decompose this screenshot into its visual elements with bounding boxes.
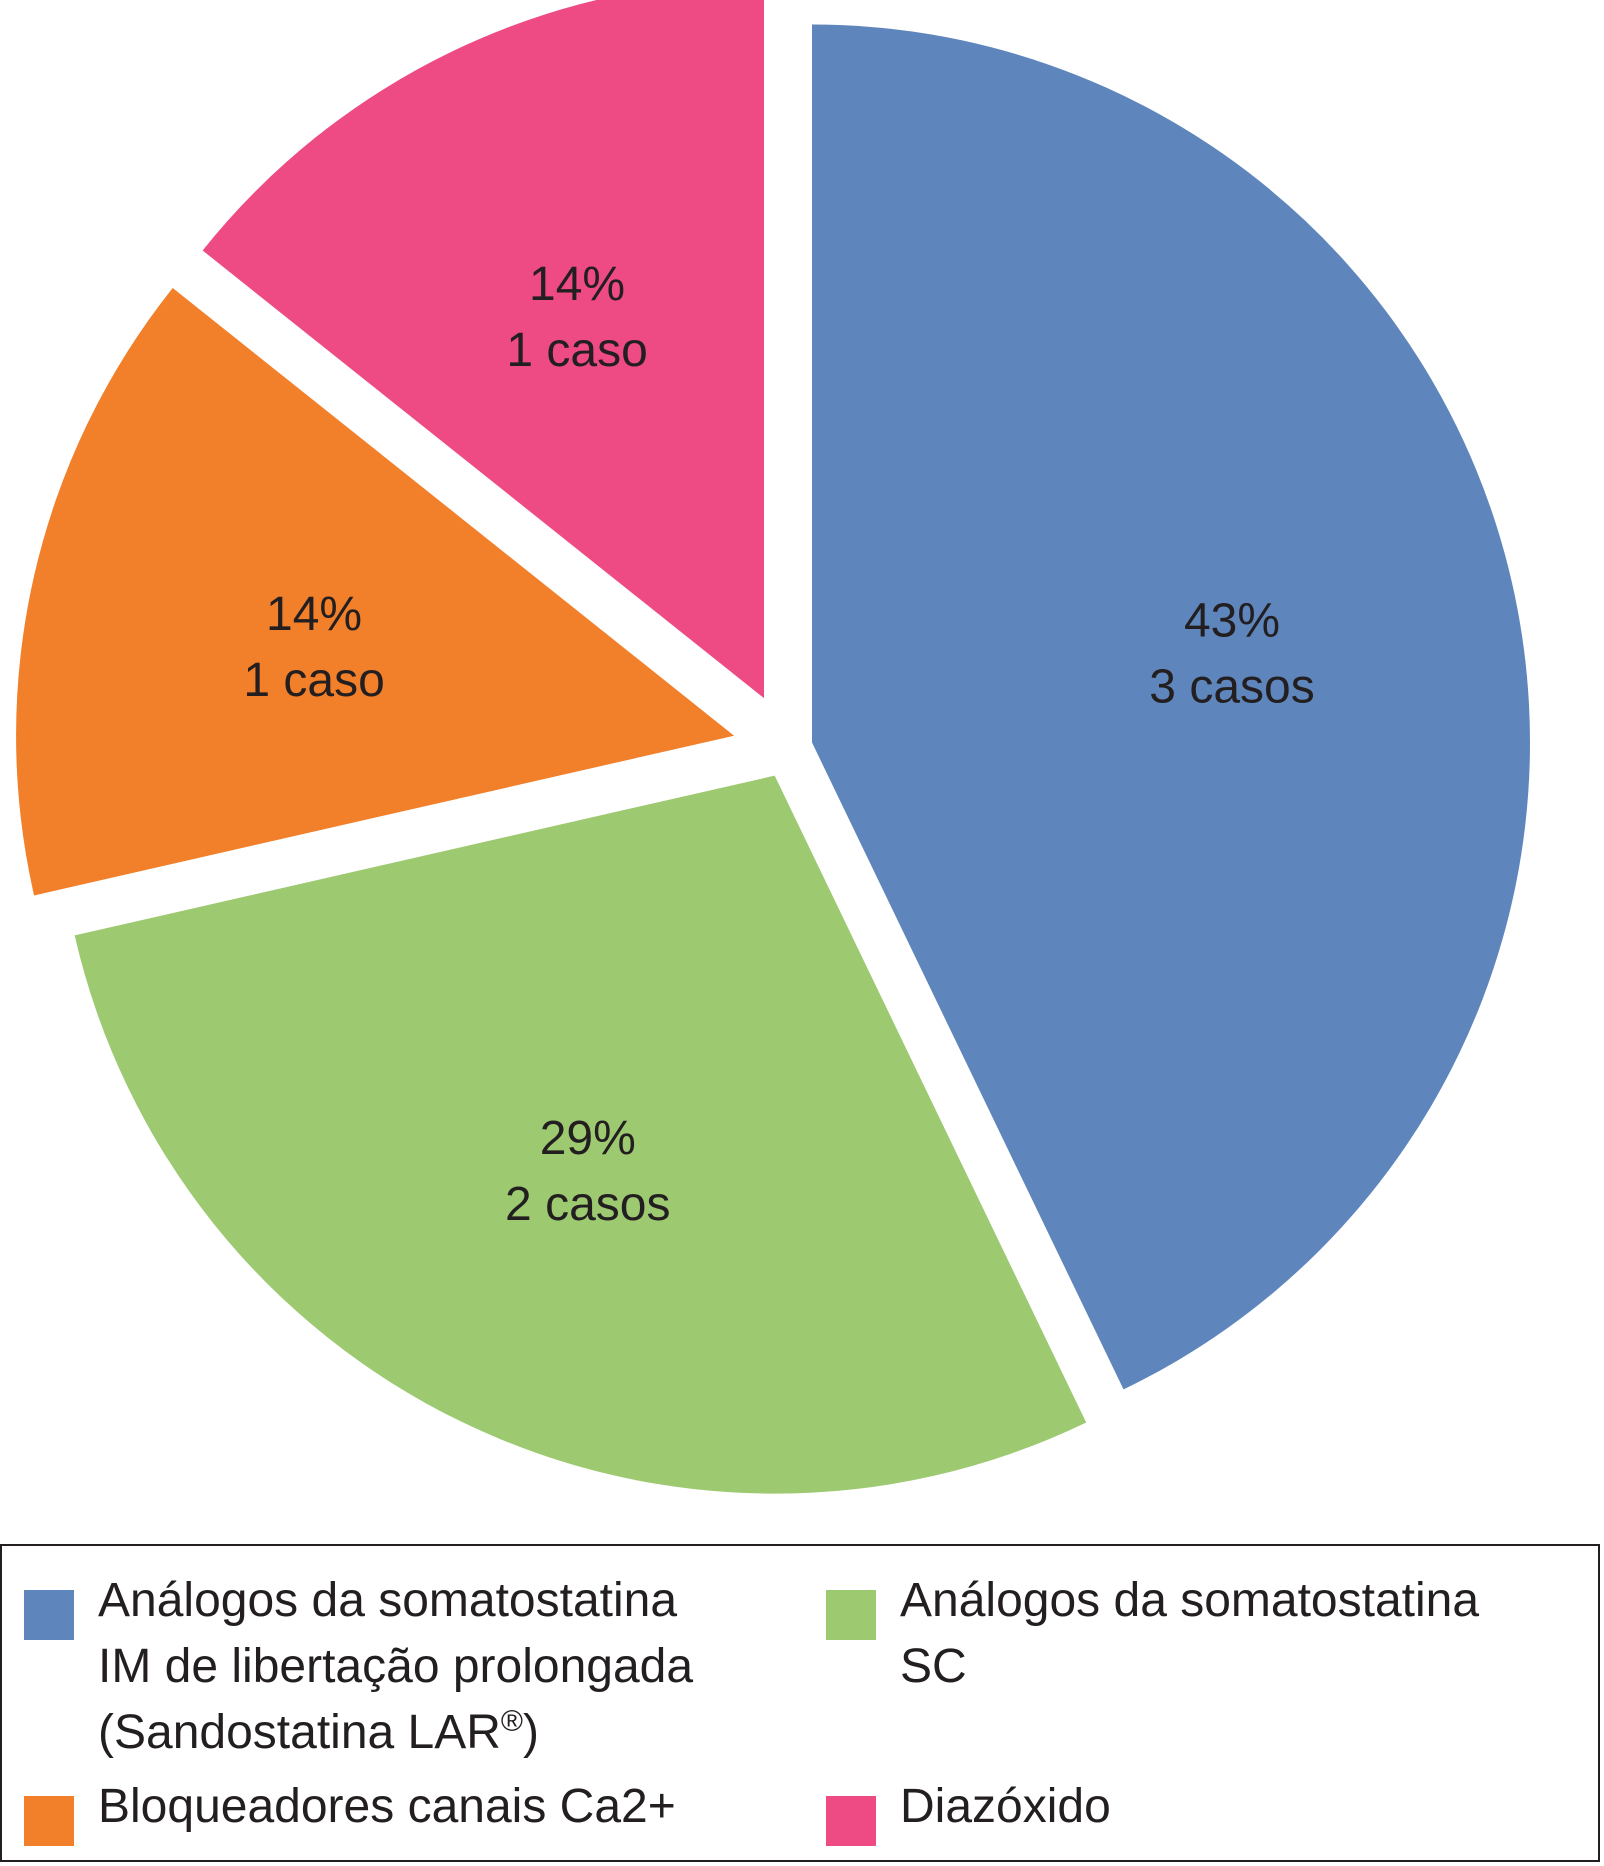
slice-percent-label: 29%: [540, 1112, 636, 1165]
registered-mark: ®: [500, 1705, 524, 1738]
slice-count-label: 3 casos: [1149, 661, 1314, 714]
legend-label-line: IM de libertação prolongada: [98, 1640, 694, 1693]
slice-count-label: 1 caso: [506, 324, 647, 377]
legend-label-line: SC: [900, 1640, 967, 1693]
chart-legend: Análogos da somatostatina IM de libertaç…: [0, 1544, 1600, 1862]
legend-label-line: Diazóxido: [900, 1780, 1111, 1833]
pie-chart: 43% 3 casos 29% 2 casos 14% 1 caso 14% 1 caso: [16, 0, 1531, 1494]
legend-swatch-diazoxide: [826, 1796, 876, 1846]
legend-label-calcium-channel-blockers: Bloqueadores canais Ca2+: [98, 1774, 676, 1840]
pie-slice-labels: 43% 3 casos 29% 2 casos 14% 1 caso 14% 1 caso: [243, 258, 1314, 1231]
slice-percent-label: 14%: [266, 588, 362, 641]
legend-label-line: (Sandostatina LAR®): [98, 1700, 693, 1766]
slice-percent-label: 43%: [1184, 595, 1280, 648]
legend-swatch-somatostatin-im: [24, 1590, 74, 1640]
legend-label-line-text: (Sandostatina LAR: [98, 1706, 501, 1759]
legend-label-somatostatin-sc: Análogos da somatostatina SC: [900, 1568, 1479, 1700]
legend-label-line: Análogos da somatostatina: [98, 1574, 678, 1627]
pie-slice-diazoxido: [202, 0, 764, 699]
slice-percent-label: 14%: [529, 258, 625, 311]
legend-label-line-close: ): [523, 1706, 540, 1759]
legend-label-somatostatin-im: Análogos da somatostatina IM de libertaç…: [98, 1568, 693, 1766]
pie-slice-analogos-da-somatostatina-im-de-libertac: [812, 24, 1531, 1390]
pie-slice-analogos-da-somatostatina-sc: [74, 775, 1087, 1494]
legend-item-somatostatin-im: Análogos da somatostatina IM de libertaç…: [24, 1568, 693, 1766]
slice-count-label: 2 casos: [505, 1178, 670, 1231]
legend-swatch-somatostatin-sc: [826, 1590, 876, 1640]
legend-label-diazoxide: Diazóxido: [900, 1774, 1111, 1840]
legend-item-somatostatin-sc: Análogos da somatostatina SC: [826, 1568, 1479, 1700]
slice-count-label: 1 caso: [243, 654, 384, 707]
legend-item-calcium-channel-blockers: Bloqueadores canais Ca2+: [24, 1774, 676, 1846]
legend-label-line: Análogos da somatostatina: [900, 1574, 1480, 1627]
pie-slice-bloqueadores-canais-ca2: [16, 288, 735, 896]
pie-slices: [16, 0, 1531, 1494]
legend-swatch-calcium-channel-blockers: [24, 1796, 74, 1846]
legend-label-line: Bloqueadores canais Ca2+: [98, 1780, 676, 1833]
legend-item-diazoxide: Diazóxido: [826, 1774, 1111, 1846]
